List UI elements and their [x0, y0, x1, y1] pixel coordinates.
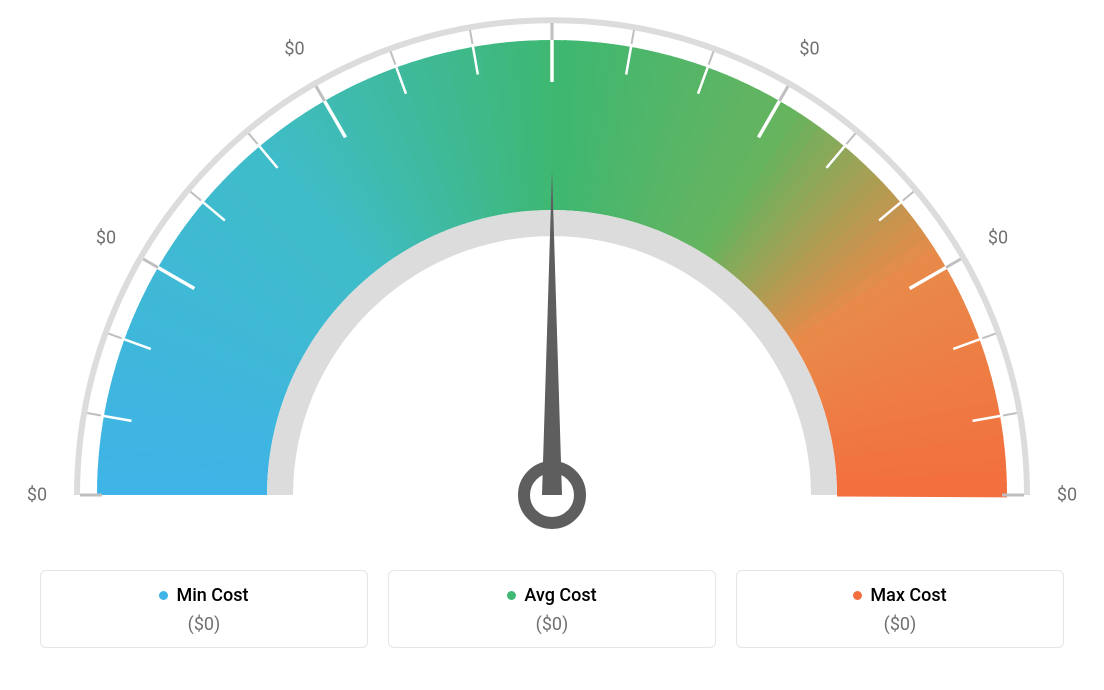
legend-label-avg: Avg Cost	[524, 585, 596, 606]
legend-dot-max	[853, 591, 862, 600]
legend-dot-avg	[507, 591, 516, 600]
legend-value-max: ($0)	[747, 614, 1053, 635]
legend-value-avg: ($0)	[399, 614, 705, 635]
legend-label-max: Max Cost	[870, 585, 946, 606]
legend-title-avg: Avg Cost	[507, 585, 596, 606]
legend-card-avg: Avg Cost ($0)	[388, 570, 716, 648]
legend-title-max: Max Cost	[853, 585, 946, 606]
legend-title-min: Min Cost	[159, 585, 248, 606]
legend-card-max: Max Cost ($0)	[736, 570, 1064, 648]
scale-label: $0	[1057, 485, 1077, 506]
scale-label: $0	[799, 38, 819, 59]
cost-gauge-widget: $0$0$0$0$0$0$0 Min Cost ($0) Avg Cost ($…	[0, 0, 1104, 690]
legend-dot-min	[159, 591, 168, 600]
legend-row: Min Cost ($0) Avg Cost ($0) Max Cost ($0…	[0, 570, 1104, 648]
scale-label: $0	[96, 227, 116, 248]
scale-label: $0	[27, 485, 47, 506]
gauge-svg	[0, 0, 1104, 570]
legend-value-min: ($0)	[51, 614, 357, 635]
legend-card-min: Min Cost ($0)	[40, 570, 368, 648]
scale-label: $0	[988, 227, 1008, 248]
scale-label: $0	[284, 38, 304, 59]
gauge-area: $0$0$0$0$0$0$0	[0, 0, 1104, 570]
legend-label-min: Min Cost	[176, 585, 248, 606]
